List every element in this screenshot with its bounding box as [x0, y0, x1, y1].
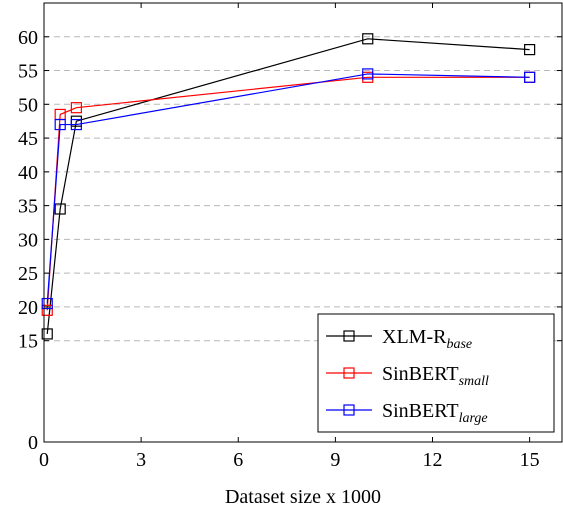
y-tick-label: 25	[18, 263, 38, 285]
y-tick-label: 50	[18, 94, 38, 116]
data-point	[70, 102, 82, 114]
data-point	[41, 328, 53, 340]
y-tick-label: 15	[18, 331, 38, 353]
grid-lines	[44, 36, 562, 342]
legend-marker	[343, 367, 355, 379]
y-tick-label: 45	[18, 128, 38, 150]
legend-marker	[343, 330, 355, 342]
x-tick-label: 0	[39, 449, 49, 471]
y-tick-label: 0	[28, 432, 38, 454]
x-tick-label: 3	[136, 449, 146, 471]
y-tick-label: 20	[18, 297, 38, 319]
series-line	[46, 38, 530, 335]
data-point	[362, 68, 374, 80]
legend-label: SinBERTsmall	[382, 363, 489, 389]
y-tick-label: 40	[18, 162, 38, 184]
series-base	[41, 33, 536, 340]
x-tick-label: 15	[520, 449, 540, 471]
legend: XLM-Rbase SinBERTsmall SinBERTlarge	[317, 313, 555, 433]
plot-frame	[43, 2, 563, 443]
series-line	[46, 73, 530, 304]
data-point	[54, 118, 66, 131]
legend-label: XLM-Rbase	[382, 326, 472, 352]
series-group	[41, 33, 536, 340]
data-point	[41, 297, 53, 310]
data-point	[362, 33, 374, 45]
x-tick-label: 12	[423, 449, 443, 471]
x-tick-label: 9	[330, 449, 340, 471]
y-tick-label: 35	[18, 196, 38, 218]
series-small	[41, 71, 536, 316]
data-point	[524, 44, 536, 56]
y-tick-label: 55	[18, 61, 38, 83]
data-point	[41, 304, 53, 316]
series-line	[46, 76, 530, 311]
legend-marker	[343, 404, 355, 416]
data-point	[70, 118, 82, 131]
x-axis-title: Dataset size x 1000	[225, 486, 381, 508]
data-point	[54, 203, 66, 215]
data-point	[524, 71, 536, 83]
series-large	[41, 68, 536, 310]
legend-label: SinBERTlarge	[382, 400, 488, 426]
x-tick-label: 6	[233, 449, 243, 471]
y-tick-label: 60	[18, 27, 38, 49]
axis-ticks: 0 15 20 25 30 35 40 45 50 55 60 0 3 6 9 12 15	[18, 3, 562, 471]
y-tick-label: 30	[18, 229, 38, 251]
